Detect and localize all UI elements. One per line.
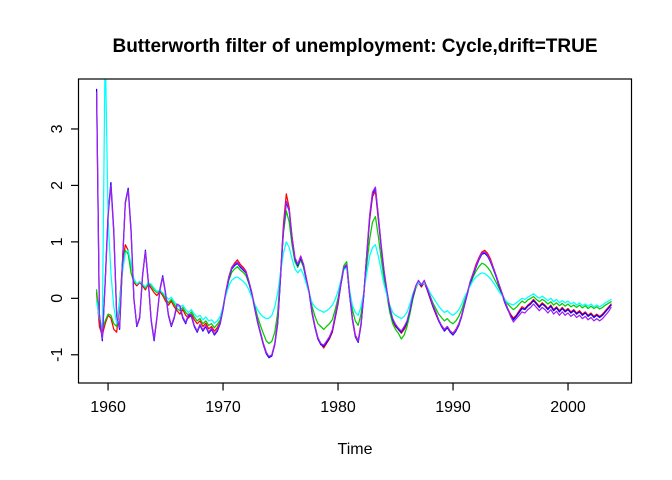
y-axis-tick-label: -1: [49, 348, 66, 362]
series-line-cycle-green: [95, 210, 612, 345]
series-line-cycle-purple: [95, 91, 612, 358]
series-line-cycle-red: [95, 190, 612, 359]
x-axis-tick-label: 1980: [320, 399, 356, 416]
y-axis-tick-label: 2: [49, 181, 66, 190]
x-axis-title: Time: [337, 441, 373, 458]
y-axis-tick-label: 3: [49, 124, 66, 133]
plot-box: [77, 78, 633, 384]
x-axis-tick-label: 2000: [550, 399, 586, 416]
x-axis-tick-label: 1960: [90, 399, 126, 416]
x-axis-tick-label: 1970: [205, 399, 241, 416]
x-axis-tick-label: 1990: [435, 399, 471, 416]
y-axis-tick-label: 1: [49, 237, 66, 246]
series-line-cycle-cyan: [95, 79, 612, 331]
chart-title: Butterworth filter of unemployment: Cycl…: [112, 36, 598, 57]
y-axis-tick-label: 0: [49, 294, 66, 303]
